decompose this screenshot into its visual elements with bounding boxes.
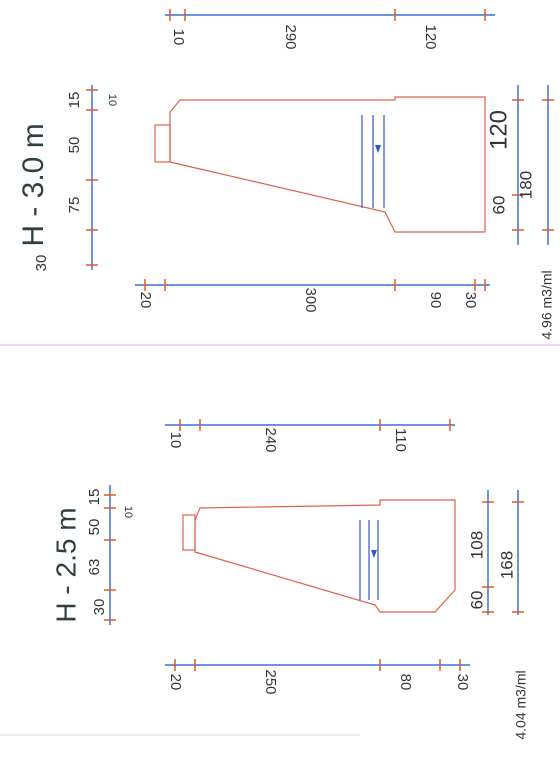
dimension-label: 10 — [122, 506, 134, 518]
dimension-label: 30 — [454, 674, 471, 691]
flow-arrow — [375, 145, 381, 153]
dimension-label: 10 — [170, 29, 187, 46]
crest — [154, 124, 171, 163]
flow-arrow — [371, 550, 377, 558]
dimension-label: 15 — [66, 92, 83, 109]
section-title: H - 2.5 m — [50, 507, 81, 622]
dimension-label: 60 — [489, 196, 508, 215]
dimension-label: 110 — [392, 428, 409, 452]
dimension-label: 20 — [137, 292, 154, 309]
dimension-label: 180 — [516, 171, 535, 199]
dimension-label: 290 — [282, 24, 299, 49]
dimension-label: 300 — [302, 287, 319, 312]
crest — [182, 514, 196, 551]
section-title: H - 3.0 m — [17, 123, 50, 246]
dimension-label: 75 — [66, 197, 83, 214]
wall-body — [194, 499, 456, 613]
dimension-label: 30 — [33, 255, 50, 272]
dimension-label: 15 — [86, 489, 103, 506]
volume-label: 4.96 m3/ml — [539, 270, 555, 339]
dimension-label: 10 — [167, 432, 184, 449]
dimension-label: 108 — [467, 531, 486, 559]
dimension-label: 30 — [91, 599, 108, 616]
dimension-label: 20 — [167, 674, 184, 691]
dimension-label: 60 — [467, 591, 486, 610]
dimension-label: 90 — [427, 292, 444, 309]
dimension-label: 63 — [86, 559, 103, 576]
dimension-label: 120 — [485, 110, 512, 150]
dimension-label: 250 — [262, 669, 279, 694]
dimension-label: 168 — [497, 551, 516, 579]
wall-body — [169, 96, 486, 233]
dimension-label: 50 — [86, 519, 103, 536]
dimension-label: 10 — [106, 94, 118, 106]
dimension-label: 80 — [397, 674, 414, 691]
dimension-label: 50 — [66, 137, 83, 154]
dimension-label: 120 — [422, 24, 439, 49]
dimension-label: 30 — [462, 292, 479, 309]
dimension-label: 240 — [262, 427, 279, 452]
volume-label: 4.04 m3/ml — [513, 670, 529, 739]
